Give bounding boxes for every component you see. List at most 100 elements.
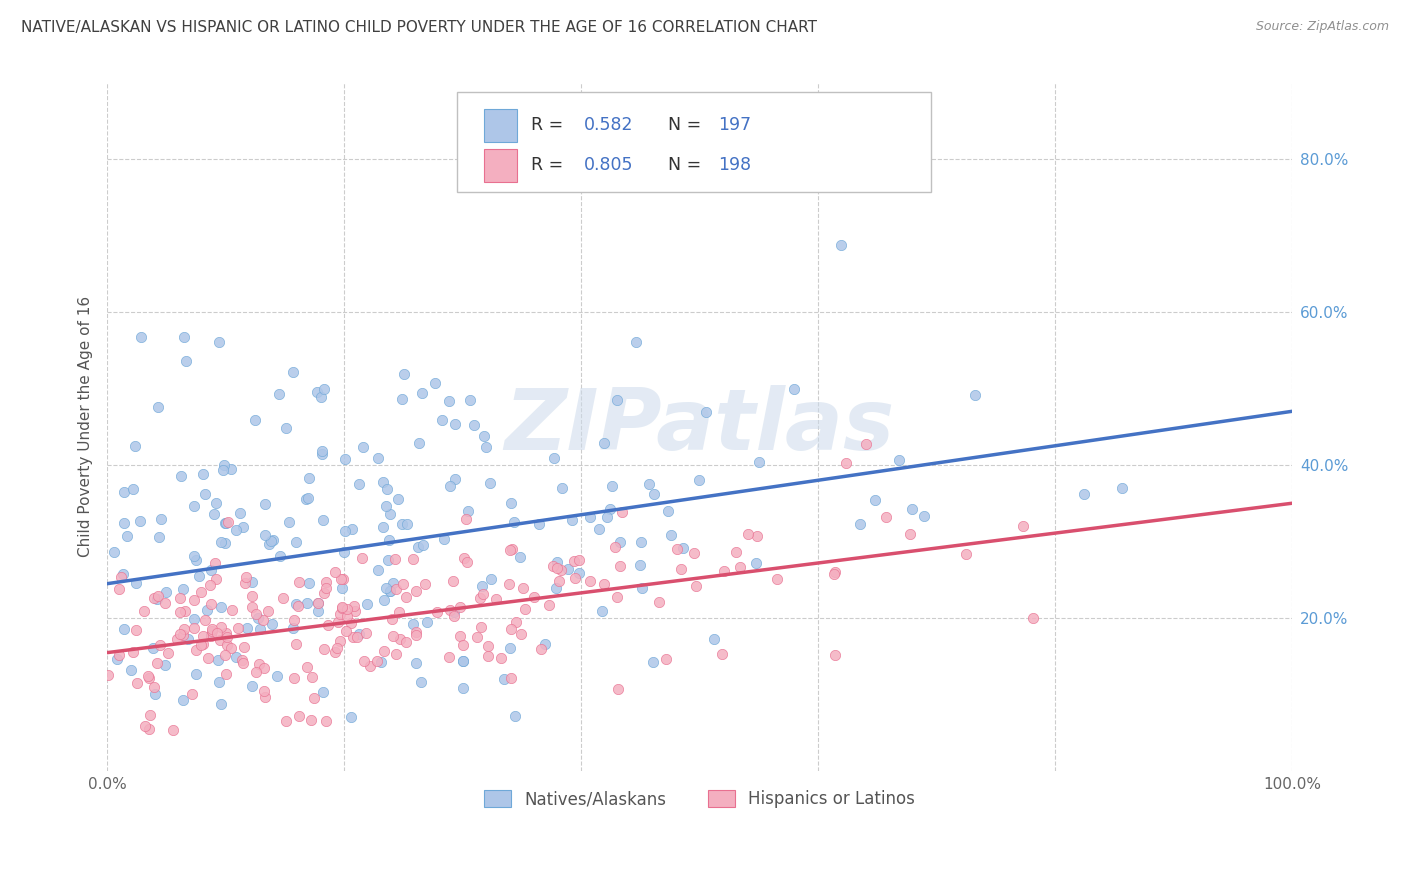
Point xyxy=(155,658,177,673)
Point xyxy=(824,648,846,663)
Point xyxy=(200,628,222,642)
Point xyxy=(333,451,356,466)
FancyBboxPatch shape xyxy=(484,149,517,182)
Y-axis label: Child Poverty Under the Age of 16: Child Poverty Under the Age of 16 xyxy=(79,296,93,558)
Point xyxy=(724,545,747,559)
Point xyxy=(1022,611,1045,625)
Point xyxy=(307,384,329,399)
Point xyxy=(955,547,977,561)
Point xyxy=(366,654,388,668)
Point xyxy=(783,382,806,396)
Point xyxy=(256,604,278,618)
Point xyxy=(221,603,243,617)
Point xyxy=(217,630,239,644)
Point xyxy=(215,516,238,530)
Point xyxy=(529,517,551,532)
Point xyxy=(470,620,492,634)
Point xyxy=(336,609,359,624)
Text: Source: ZipAtlas.com: Source: ZipAtlas.com xyxy=(1256,20,1389,33)
Point xyxy=(162,723,184,737)
Point xyxy=(157,646,180,660)
Point xyxy=(470,591,492,605)
Point xyxy=(509,550,531,565)
Point xyxy=(288,575,311,590)
Point xyxy=(449,629,471,643)
Point xyxy=(186,667,208,681)
Point xyxy=(209,697,232,711)
Point xyxy=(326,615,349,629)
Point xyxy=(184,552,207,566)
Point xyxy=(499,640,522,655)
Point xyxy=(174,604,197,618)
Point xyxy=(898,526,921,541)
Text: R =: R = xyxy=(531,116,569,135)
Point xyxy=(439,602,461,616)
Point xyxy=(340,616,363,631)
Point xyxy=(359,659,381,673)
Point xyxy=(173,330,195,344)
Point xyxy=(471,579,494,593)
Point xyxy=(302,691,325,706)
Point xyxy=(329,572,352,586)
Point xyxy=(208,334,231,349)
Point xyxy=(479,572,502,586)
Point xyxy=(510,626,533,640)
Point xyxy=(103,545,125,559)
Point xyxy=(190,584,212,599)
Point xyxy=(312,585,335,599)
Point xyxy=(298,575,321,590)
Point xyxy=(411,675,433,690)
Point xyxy=(311,447,333,461)
Point xyxy=(513,602,536,616)
Point xyxy=(129,330,152,344)
Point xyxy=(149,512,172,526)
Point xyxy=(391,516,413,531)
Point xyxy=(183,621,205,635)
Point xyxy=(193,467,215,481)
Point xyxy=(443,608,465,623)
Point xyxy=(266,669,288,683)
Text: N =: N = xyxy=(668,116,706,135)
Point xyxy=(405,584,427,599)
Point xyxy=(564,571,586,585)
Point xyxy=(219,462,242,476)
Point xyxy=(381,629,404,643)
Point xyxy=(628,558,651,572)
Point xyxy=(257,537,280,551)
Point xyxy=(499,543,522,558)
Point xyxy=(713,564,735,578)
Point xyxy=(122,483,145,497)
Point xyxy=(863,493,886,508)
Point xyxy=(269,386,291,401)
Point xyxy=(330,581,353,595)
Point xyxy=(596,510,619,524)
Point xyxy=(463,417,485,432)
Point xyxy=(643,486,665,500)
Point xyxy=(437,649,460,664)
Point xyxy=(477,639,499,653)
Point xyxy=(120,663,142,677)
Point xyxy=(112,484,135,499)
Point xyxy=(197,651,219,665)
Point xyxy=(330,601,353,615)
Text: 0.582: 0.582 xyxy=(583,116,633,135)
Point xyxy=(332,572,354,586)
Point xyxy=(287,708,309,723)
Point xyxy=(413,577,436,591)
Point xyxy=(187,568,209,582)
Point xyxy=(245,665,267,680)
Point xyxy=(240,575,263,590)
Point xyxy=(655,652,678,666)
Point xyxy=(354,625,377,640)
Point xyxy=(373,592,395,607)
Point xyxy=(444,472,467,486)
Point xyxy=(370,655,392,669)
Point xyxy=(297,596,319,610)
Point xyxy=(205,572,228,586)
Point xyxy=(588,522,610,536)
Point xyxy=(900,502,922,516)
Point xyxy=(105,652,128,666)
Point xyxy=(737,527,759,541)
Point xyxy=(330,600,353,615)
Point xyxy=(316,617,339,632)
